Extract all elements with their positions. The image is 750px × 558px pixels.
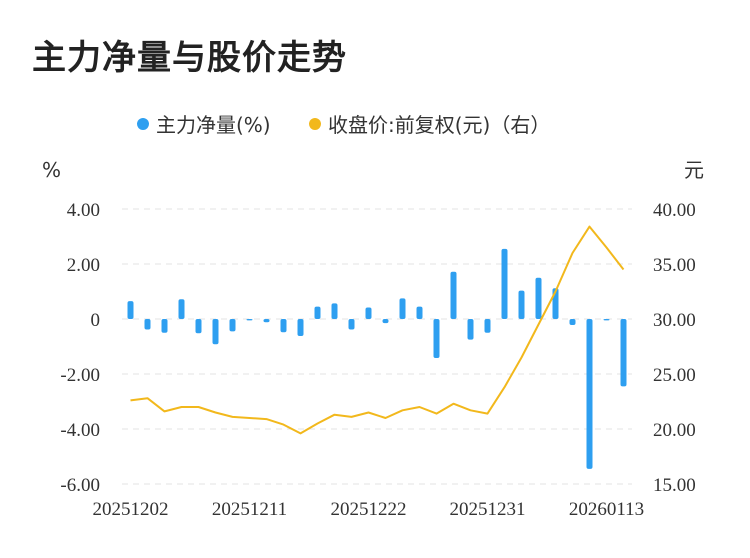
bar-net-flow — [297, 319, 304, 337]
line-close-price — [130, 225, 625, 435]
bar-net-flow — [127, 301, 134, 319]
bar-net-flow — [178, 299, 185, 319]
bar-net-flow — [314, 306, 321, 319]
right-tick-label: 30.00 — [653, 310, 696, 331]
legend-label-close-price: 收盘价:前复权(元)（右） — [328, 113, 550, 137]
x-tick-label: 20251231 — [450, 499, 526, 520]
bar-net-flow — [229, 319, 236, 332]
bar-net-flow — [399, 298, 406, 319]
right-tick-label: 20.00 — [653, 420, 696, 441]
right-tick-label: 15.00 — [653, 475, 696, 496]
legend-marker-net-flow — [137, 118, 149, 130]
legend-marker-close-price — [309, 118, 321, 130]
chart-title: 主力净量与股价走势 — [32, 38, 347, 78]
bar-net-flow — [501, 248, 508, 319]
right-tick-label: 35.00 — [653, 255, 696, 276]
legend-label-net-flow: 主力净量(%) — [156, 113, 271, 137]
x-tick-label: 20251211 — [212, 499, 287, 520]
bar-net-flow — [586, 319, 593, 469]
bar-net-flow — [620, 319, 627, 387]
x-tick-label: 20251202 — [93, 499, 169, 520]
bar-net-flow — [484, 319, 491, 333]
bar-net-flow — [603, 319, 610, 321]
bar-net-flow — [195, 319, 202, 334]
right-tick-label: 25.00 — [653, 365, 696, 386]
bar-net-flow — [433, 319, 440, 359]
bar-net-flow — [365, 307, 372, 319]
bar-net-flow — [161, 319, 168, 333]
bar-net-flow — [263, 319, 270, 323]
left-axis-unit: % — [42, 158, 61, 182]
bar-net-flow — [518, 290, 525, 319]
x-tick-label: 20251222 — [331, 499, 407, 520]
bar-net-flow — [280, 319, 287, 333]
bar-net-flow — [535, 277, 542, 319]
bar-net-flow — [382, 319, 389, 324]
bar-net-flow — [144, 319, 151, 330]
bar-net-flow — [569, 319, 576, 326]
left-tick-label: -2.00 — [60, 365, 100, 386]
left-tick-label: -4.00 — [60, 420, 100, 441]
bar-net-flow — [416, 306, 423, 319]
bar-net-flow — [467, 319, 474, 340]
left-tick-label: 0 — [91, 310, 101, 331]
bar-net-flow — [331, 303, 338, 319]
left-tick-label: 4.00 — [67, 200, 100, 221]
left-tick-label: -6.00 — [60, 475, 100, 496]
bar-net-flow — [212, 319, 219, 345]
left-tick-label: 2.00 — [67, 255, 100, 276]
bar-net-flow — [246, 319, 253, 321]
right-tick-label: 40.00 — [653, 200, 696, 221]
bar-net-flow — [450, 271, 457, 319]
right-axis-unit: 元 — [684, 158, 704, 182]
legend: 主力净量(%) 收盘价:前复权(元)（右） — [137, 113, 550, 137]
bar-net-flow — [348, 319, 355, 330]
x-tick-label: 20260113 — [569, 499, 644, 520]
